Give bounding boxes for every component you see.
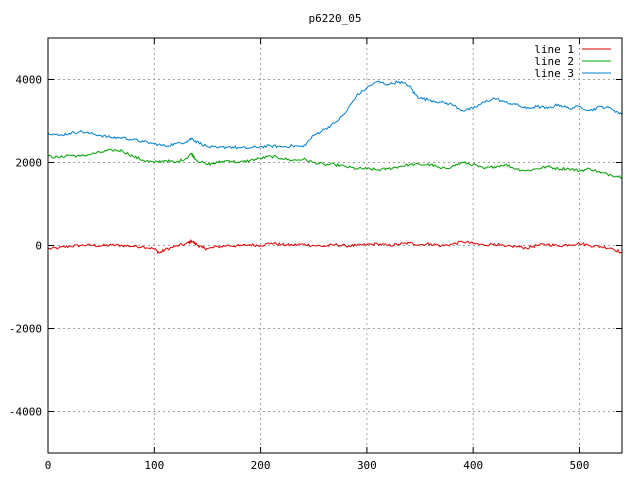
- ticks-group: 0 100 200 300 400 500 -4000 -2000 0 2000 4000: [9, 38, 622, 472]
- series-line-2: [47, 148, 623, 179]
- x-tick-label: 200: [251, 459, 271, 472]
- x-tick-label: 500: [570, 459, 590, 472]
- x-tick-label: 0: [45, 459, 52, 472]
- legend-label-1: line 1: [534, 43, 574, 56]
- chart-title: p6220_05: [309, 12, 362, 25]
- grid: [48, 38, 622, 453]
- x-tick-label: 300: [357, 459, 377, 472]
- y-tick-label: -2000: [9, 323, 42, 336]
- legend-label-2: line 2: [534, 55, 574, 68]
- series-group: [47, 80, 623, 254]
- series-line-1: [47, 238, 623, 254]
- y-tick-label: 2000: [16, 157, 43, 170]
- x-tick-label: 100: [144, 459, 164, 472]
- y-tick-label: 0: [35, 240, 42, 253]
- series-line-3: [47, 80, 623, 150]
- x-tick-label: 400: [463, 459, 483, 472]
- legend-label-3: line 3: [534, 67, 574, 80]
- y-tick-label: -4000: [9, 406, 42, 419]
- y-tick-label: 4000: [16, 74, 43, 87]
